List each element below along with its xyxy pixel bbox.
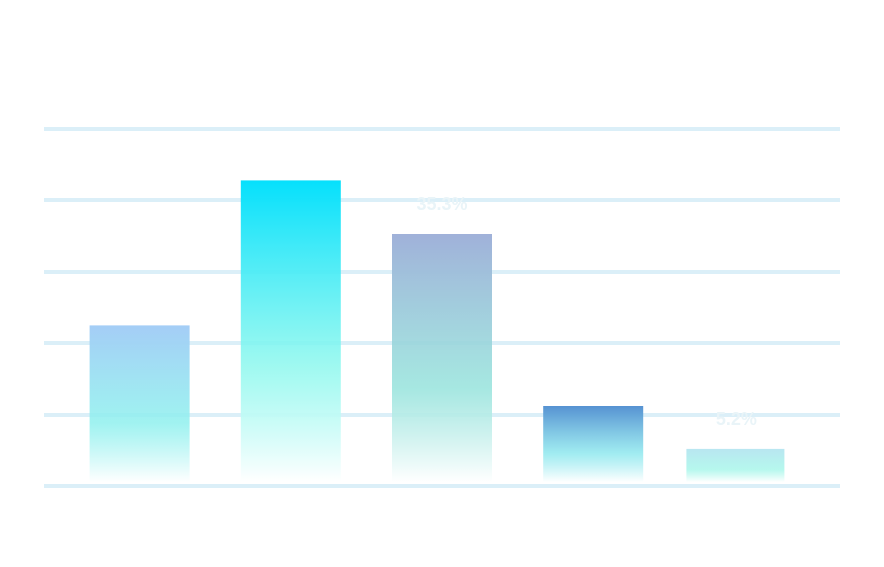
data-label-bar-5: 5.2% xyxy=(716,409,757,429)
data-labels: 35.3% 5.2% xyxy=(416,194,756,429)
bars xyxy=(89,180,785,482)
bar-1 xyxy=(89,325,190,482)
bar-4 xyxy=(543,406,644,482)
bar-3 xyxy=(392,234,492,482)
bar-5 xyxy=(686,448,785,482)
bar-2 xyxy=(240,180,341,482)
data-label-bar-3: 35.3% xyxy=(416,194,467,214)
